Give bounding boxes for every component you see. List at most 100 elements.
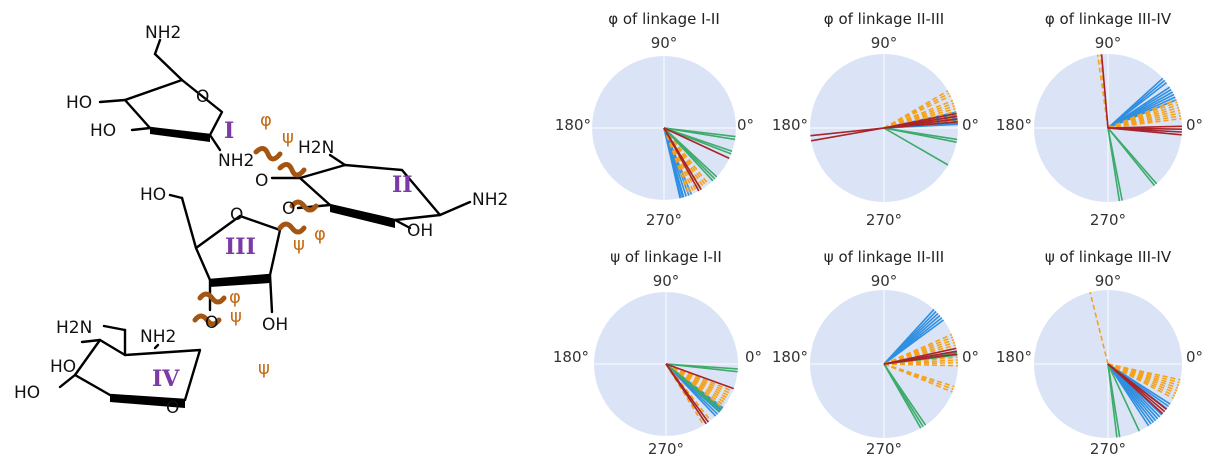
tick-0: 0° <box>1186 348 1203 366</box>
bond <box>393 218 412 230</box>
group-label: NH2 <box>472 190 508 210</box>
polar-panel-psi-ii-iii: ψ of linkage II-III 90° 0° 180° 270° <box>772 248 979 458</box>
bond <box>80 338 102 344</box>
phi-label: φ <box>314 224 326 245</box>
polar-panel-phi-i-ii: φ of linkage I-II 90° 0° 180° 270° <box>555 10 754 229</box>
bond <box>208 133 222 152</box>
dihedral-line-red <box>810 127 885 142</box>
tick-90: 90° <box>1095 34 1122 52</box>
dihedral-line-green <box>663 127 733 153</box>
bond <box>438 200 472 217</box>
dihedral-line-red <box>883 112 957 129</box>
dihedral-line-red <box>665 363 710 423</box>
dihedral-line-red <box>663 127 702 191</box>
dihedral-line-orange <box>663 127 710 185</box>
tick-0: 0° <box>1186 116 1203 134</box>
tick-270: 270° <box>866 440 902 458</box>
bond <box>153 38 162 56</box>
dihedral-line-blue <box>663 127 684 198</box>
dihedral-line-green <box>883 127 958 141</box>
polar-panel-phi-ii-iii: φ of linkage II-III 90° 0° 180° 270° <box>772 10 979 229</box>
group-label: HO <box>14 383 40 403</box>
dihedral-line-green <box>883 127 949 166</box>
bond <box>102 324 127 332</box>
bond <box>168 193 184 200</box>
dihedral-line-green <box>663 127 718 178</box>
ring-label-iv: IV <box>152 366 180 392</box>
tick-90: 90° <box>653 272 680 290</box>
bold-bond <box>330 205 395 228</box>
tick-0: 0° <box>737 116 754 134</box>
panel-title: φ of linkage III-IV <box>1045 10 1172 28</box>
dihedral-line-red <box>1100 54 1109 129</box>
bridge-oxygen: O <box>255 171 268 191</box>
bond <box>58 373 77 389</box>
dihedral-line-orange <box>1107 363 1181 381</box>
dihedral-line-red <box>665 363 734 390</box>
ring-iii-bonds <box>194 214 282 282</box>
tick-0: 0° <box>962 116 979 134</box>
bridge-oxygen: O <box>282 199 295 219</box>
ring-i-bonds <box>123 78 224 137</box>
group-label: NH2 <box>145 23 181 43</box>
torsion-marker <box>253 146 283 162</box>
bond <box>328 153 347 167</box>
polar-panel-psi-iii-iv: ψ of linkage III-IV 90° 0° 180° 270° <box>996 248 1203 458</box>
polar-panel-psi-i-ii: ψ of linkage I-II 90° 0° 180° 270° <box>553 248 762 458</box>
tick-270: 270° <box>866 211 902 229</box>
tick-90: 90° <box>1095 272 1122 290</box>
dihedral-line-red <box>883 347 957 365</box>
dihedral-line-blue <box>1107 86 1171 129</box>
bold-bonds <box>110 128 395 408</box>
tick-180: 180° <box>996 116 1032 134</box>
tick-0: 0° <box>962 348 979 366</box>
bold-bond <box>110 395 185 408</box>
dihedral-line-green <box>1107 363 1121 438</box>
dihedral-line-red <box>1107 125 1183 129</box>
tick-180: 180° <box>772 348 808 366</box>
group-label: H2N <box>298 138 334 158</box>
dihedral-line-green <box>1107 363 1141 432</box>
group-label: H2N <box>56 318 92 338</box>
group-label: NH2 <box>140 327 176 347</box>
dihedral-line-orange <box>883 363 955 388</box>
bond <box>153 343 160 350</box>
dihedral-line-orange <box>883 90 949 129</box>
panel-title: φ of linkage I-II <box>608 10 720 28</box>
ring-label-ii: II <box>392 172 413 198</box>
dihedral-line-blue <box>1107 77 1164 129</box>
dihedral-line-blue <box>883 308 935 365</box>
phi-label: φ <box>260 110 272 131</box>
dihedral-line-green <box>883 363 927 426</box>
dihedral-line-orange <box>883 99 954 129</box>
group-label: HO <box>50 357 76 377</box>
torsion-marker <box>277 162 307 178</box>
ring-label-i: I <box>224 118 234 144</box>
dihedral-line-orange <box>1089 292 1109 365</box>
torsion-markers <box>192 146 319 327</box>
torsion-marker <box>197 291 227 305</box>
tick-90: 90° <box>871 34 898 52</box>
ring-label-iii: III <box>225 234 256 260</box>
bond <box>268 273 274 314</box>
group-label: HO <box>140 185 166 205</box>
bold-bond <box>150 128 210 142</box>
group-label: OH <box>407 221 433 241</box>
dihedral-line-orange <box>1107 98 1177 129</box>
tick-180: 180° <box>555 116 591 134</box>
bond <box>180 196 198 250</box>
psi-label: ψ <box>293 234 305 255</box>
psi-label: ψ <box>230 306 242 327</box>
tick-180: 180° <box>996 348 1032 366</box>
ring-oxygen: O <box>196 87 209 107</box>
group-label: OH <box>262 315 288 335</box>
dihedral-line-red <box>663 127 730 160</box>
molecule-structure: NH2 HO HO NH2 H2N NH2 OH HO O O O O O OH… <box>14 23 508 418</box>
bond <box>98 98 127 104</box>
phi-label: φ <box>229 287 241 308</box>
bridge-oxygen: O <box>205 313 218 333</box>
panel-title: ψ of linkage III-IV <box>1045 248 1172 266</box>
psi-label: ψ <box>282 127 294 148</box>
group-label: HO <box>90 121 116 141</box>
